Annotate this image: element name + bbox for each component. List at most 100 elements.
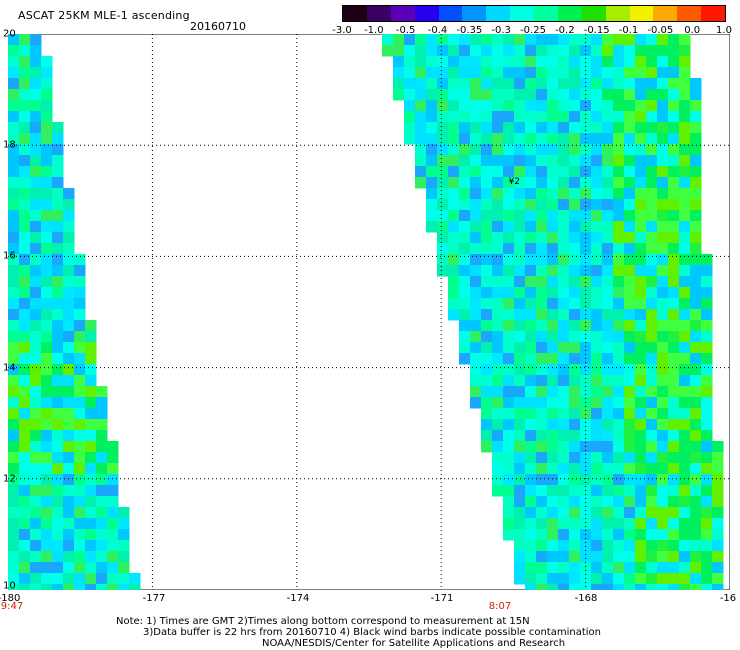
swath-cell: [591, 188, 603, 200]
swath-cell: [547, 562, 559, 574]
swath-cell: [635, 309, 647, 321]
swath-cell: [536, 353, 548, 365]
swath-cell: [580, 419, 592, 431]
swath-cell: [613, 111, 625, 123]
swath-cell: [514, 518, 526, 530]
swath-cell: [415, 144, 427, 156]
swath-cell: [602, 100, 614, 112]
swath-cell: [536, 408, 548, 420]
swath-cell: [591, 155, 603, 167]
swath-cell: [624, 133, 636, 145]
swath-cell: [492, 177, 504, 189]
swath-cell: [602, 540, 614, 552]
swath-cell: [602, 188, 614, 200]
swath-cell: [547, 463, 559, 475]
swath-cell: [107, 584, 119, 590]
swath-cell: [558, 89, 570, 101]
swath-cell: [19, 419, 31, 431]
swath-cell: [602, 243, 614, 255]
swath-cell: [52, 287, 64, 299]
swath-cell: [624, 232, 636, 244]
swath-cell: [558, 485, 570, 497]
swath-cell: [558, 111, 570, 123]
colorbar-segment: [629, 6, 654, 21]
swath-cell: [679, 331, 691, 343]
swath-cell: [657, 177, 669, 189]
swath-cell: [492, 210, 504, 222]
colorbar: [342, 5, 726, 22]
swath-cell: [613, 298, 625, 310]
swath-cell: [448, 56, 460, 68]
swath-cell: [624, 221, 636, 233]
swath-cell: [448, 100, 460, 112]
swath-cell: [536, 518, 548, 530]
swath-cell: [613, 408, 625, 420]
swath-cell: [679, 89, 691, 101]
swath-cell: [63, 254, 75, 266]
swath-cell: [690, 133, 702, 145]
swath-cell: [613, 254, 625, 266]
swath-cell: [30, 320, 42, 332]
swath-cell: [668, 56, 680, 68]
swath-cell: [492, 320, 504, 332]
swath-cell: [107, 452, 119, 464]
swath-cell: [426, 122, 438, 134]
swath-cell: [624, 452, 636, 464]
swath-cell: [481, 353, 493, 365]
swath-cell: [63, 496, 75, 508]
swath-cell: [613, 133, 625, 145]
swath-cell: [52, 452, 64, 464]
swath-cell: [470, 133, 482, 145]
swath-cell: [514, 529, 526, 541]
swath-cell: [668, 265, 680, 277]
swath-cell: [668, 551, 680, 563]
swath-cell: [657, 331, 669, 343]
swath-cell: [426, 221, 438, 233]
swath-cell: [690, 232, 702, 244]
swath-cell: [514, 452, 526, 464]
swath-cell: [437, 34, 449, 46]
swath-cell: [558, 507, 570, 519]
swath-cell: [481, 56, 493, 68]
swath-cell: [613, 188, 625, 200]
swath-cell: [668, 166, 680, 178]
swath-cell: [558, 276, 570, 288]
swath-cell: [8, 100, 20, 112]
swath-cell: [668, 45, 680, 57]
colorbar-tick-label: 0.0: [684, 25, 701, 36]
swath-cell: [558, 100, 570, 112]
swath-cell: [8, 331, 20, 343]
swath-cell: [690, 397, 702, 409]
swath-cell: [437, 100, 449, 112]
swath-cell: [536, 485, 548, 497]
swath-cell: [503, 452, 515, 464]
swath-cell: [525, 89, 537, 101]
swath-cell: [712, 540, 724, 552]
swath-cell: [30, 309, 42, 321]
swath-cell: [602, 298, 614, 310]
swath-cell: [459, 100, 471, 112]
swath-cell: [404, 100, 416, 112]
swath-cell: [602, 397, 614, 409]
swath-cell: [679, 166, 691, 178]
swath-cell: [580, 540, 592, 552]
swath-cell: [107, 507, 119, 519]
swath-cell: [503, 485, 515, 497]
colorbar-segment: [390, 6, 415, 21]
swath-cell: [19, 397, 31, 409]
swath-cell: [602, 551, 614, 563]
swath-cell: [52, 177, 64, 189]
swath-cell: [41, 298, 53, 310]
swath-cell: [602, 34, 614, 46]
swath-cell: [459, 34, 471, 46]
swath-cell: [514, 397, 526, 409]
swath-cell: [85, 353, 97, 365]
swath-cell: [514, 122, 526, 134]
swath-cell: [679, 353, 691, 365]
swath-cell: [624, 298, 636, 310]
swath-cell: [41, 78, 53, 90]
swath-cell: [646, 419, 658, 431]
swath-cell: [624, 485, 636, 497]
swath-cell: [536, 287, 548, 299]
swath-cell: [19, 210, 31, 222]
